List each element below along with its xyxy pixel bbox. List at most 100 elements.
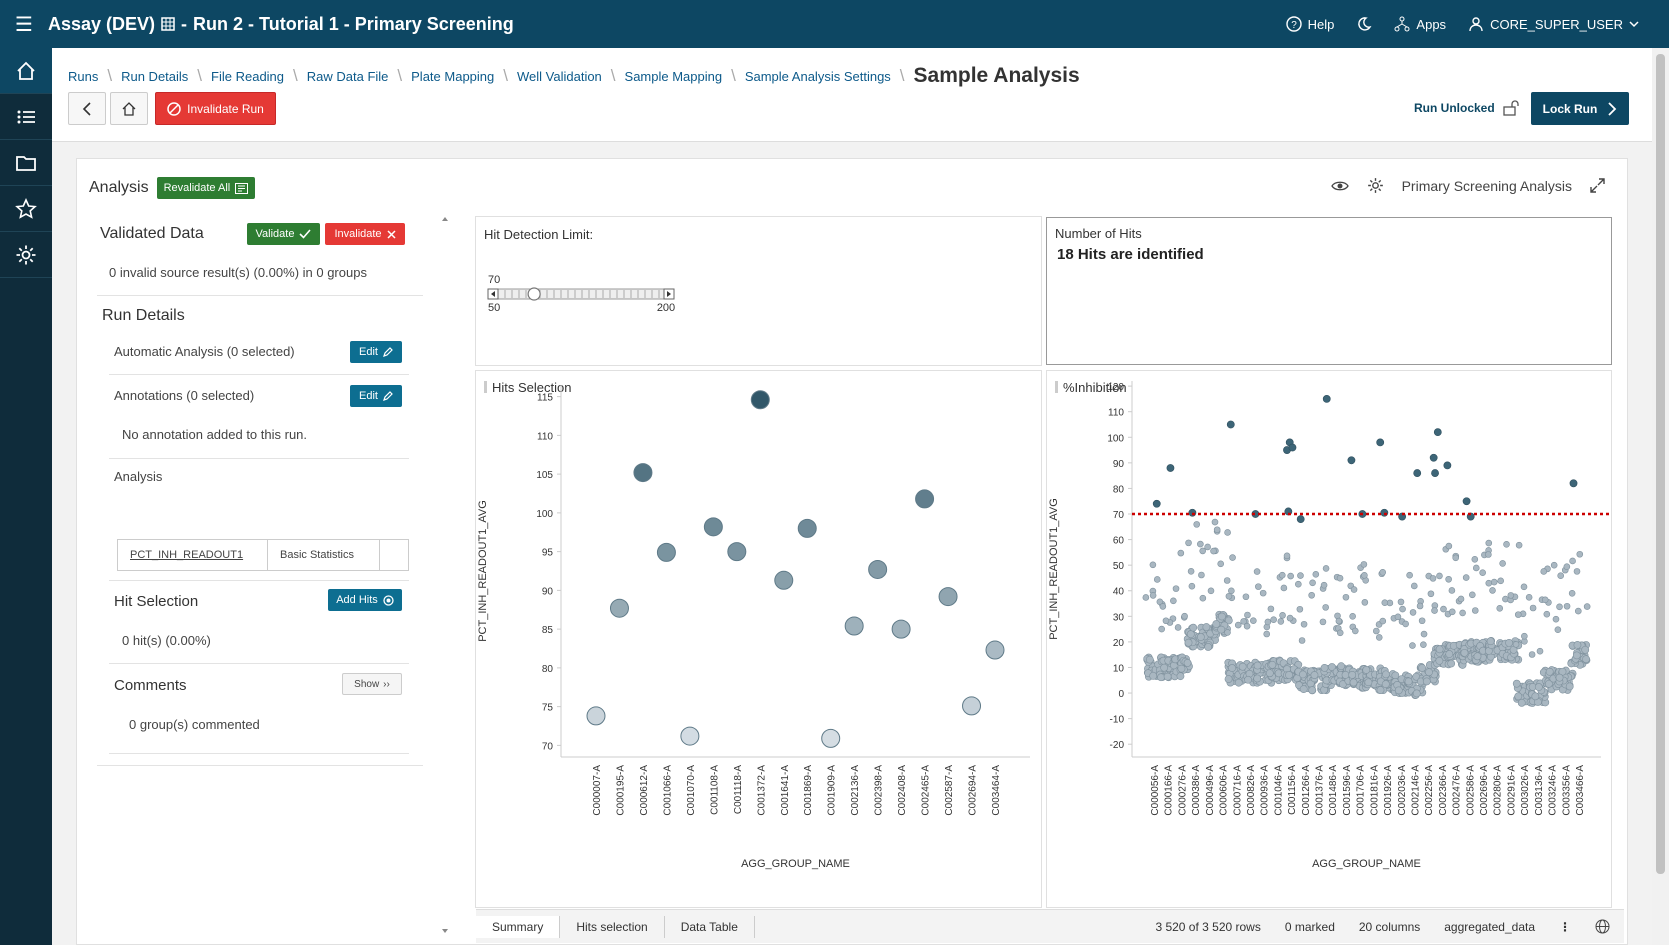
hits-selection-chart[interactable]: Hits Selection 70 75 80 85 90 95 100 105 110 115 C0… bbox=[476, 371, 1043, 909]
hit-point bbox=[1322, 395, 1331, 403]
add-hits-button[interactable]: Add Hits bbox=[328, 589, 402, 611]
hit-point bbox=[1376, 438, 1385, 447]
data-point bbox=[1581, 645, 1590, 654]
tab-summary[interactable]: Summary bbox=[476, 915, 561, 938]
x-tick-label: C001376-A bbox=[1315, 765, 1326, 816]
breadcrumb-raw-data-file[interactable]: Raw Data File bbox=[306, 68, 389, 84]
dark-mode-toggle[interactable] bbox=[1356, 16, 1372, 32]
data-point bbox=[821, 728, 841, 748]
data-point bbox=[1399, 605, 1406, 613]
app-title-run: Run 2 - Tutorial 1 - Primary Screening bbox=[193, 13, 514, 34]
bottom-bar: Summary Hits selection Data Table 3 520 … bbox=[476, 909, 1624, 943]
help-label: Help bbox=[1307, 16, 1335, 32]
nav-home[interactable] bbox=[0, 48, 52, 94]
data-point bbox=[1471, 607, 1479, 614]
breadcrumb-sample-mapping[interactable]: Sample Mapping bbox=[624, 68, 723, 84]
data-point bbox=[1534, 683, 1543, 691]
back-button[interactable] bbox=[68, 92, 106, 125]
data-point bbox=[1543, 610, 1551, 618]
data-point bbox=[1409, 609, 1417, 616]
eye-icon[interactable] bbox=[1330, 179, 1349, 193]
hit-point bbox=[1296, 515, 1305, 524]
data-point bbox=[1242, 593, 1250, 601]
x-tick-label: C000612-A bbox=[639, 765, 650, 816]
edit-automatic-analysis-button[interactable]: Edit bbox=[350, 341, 402, 363]
data-point bbox=[1279, 612, 1286, 619]
data-point bbox=[1583, 603, 1591, 610]
data-point bbox=[1259, 589, 1267, 597]
apps-link[interactable]: Apps bbox=[1394, 16, 1446, 32]
grid-icon[interactable] bbox=[161, 17, 175, 31]
data-point bbox=[1297, 572, 1304, 579]
analysis-label: Analysis bbox=[114, 469, 163, 484]
inhibition-chart[interactable]: %Inhibition -20 -10 0 10 20 30 40 50 60 70 80 90 100 1… bbox=[1047, 371, 1613, 909]
hamburger-menu-icon[interactable]: ☰ bbox=[15, 13, 33, 36]
data-point bbox=[1342, 593, 1350, 601]
invalidate-button[interactable]: Invalidate bbox=[325, 223, 405, 245]
ban-icon bbox=[167, 101, 181, 116]
invalidate-label: Invalidate bbox=[334, 228, 382, 240]
nav-list[interactable] bbox=[0, 94, 52, 140]
breadcrumb-sample-analysis-settings[interactable]: Sample Analysis Settings bbox=[744, 68, 891, 84]
analysis-readout-cell[interactable]: PCT_INH_READOUT1 bbox=[118, 540, 268, 570]
data-point bbox=[1375, 634, 1383, 641]
page-scrollbar-thumb[interactable] bbox=[1656, 54, 1665, 874]
analysis-table: PCT_INH_READOUT1 Basic Statistics bbox=[117, 539, 409, 571]
home-button[interactable] bbox=[110, 92, 148, 125]
hit-detection-label: Hit Detection Limit: bbox=[484, 227, 594, 242]
show-comments-button[interactable]: Show ›› bbox=[342, 673, 402, 695]
checklist-icon bbox=[235, 182, 249, 194]
breadcrumb-well-validation[interactable]: Well Validation bbox=[517, 68, 602, 84]
scroll-down-arrow-icon[interactable] bbox=[440, 927, 450, 935]
page-scrollbar[interactable] bbox=[1652, 48, 1669, 945]
breadcrumb-plate-mapping[interactable]: Plate Mapping bbox=[411, 68, 495, 84]
invalidate-run-button[interactable]: Invalidate Run bbox=[155, 92, 276, 125]
edit-annotations-button[interactable]: Edit bbox=[350, 385, 402, 407]
x-tick-label: C002366-A bbox=[1438, 765, 1449, 816]
slider-track bbox=[487, 288, 675, 300]
nav-folder[interactable] bbox=[0, 140, 52, 186]
breadcrumb-runs[interactable]: Runs bbox=[68, 68, 99, 84]
user-menu[interactable]: CORE_SUPER_USER bbox=[1468, 16, 1639, 32]
breadcrumb-file-reading[interactable]: File Reading bbox=[211, 68, 285, 84]
scroll-up-arrow-icon[interactable] bbox=[440, 215, 450, 223]
nav-settings[interactable] bbox=[0, 232, 52, 278]
home-icon bbox=[17, 61, 35, 80]
analysis-tools: Primary Screening Analysis bbox=[1330, 177, 1605, 194]
nav-favorites[interactable] bbox=[0, 186, 52, 232]
tab-data-table[interactable]: Data Table bbox=[665, 915, 755, 938]
data-point bbox=[1462, 574, 1470, 581]
data-point bbox=[1174, 624, 1182, 631]
data-point bbox=[586, 706, 606, 726]
lock-run-button[interactable]: Lock Run bbox=[1531, 92, 1629, 125]
y-tick-label: -20 bbox=[1110, 740, 1125, 751]
x-tick-label: C002694-A bbox=[968, 765, 979, 816]
validate-button[interactable]: Validate bbox=[247, 223, 320, 245]
revalidate-all-button[interactable]: Revalidate All bbox=[156, 177, 256, 199]
breadcrumb-run-details[interactable]: Run Details bbox=[121, 68, 189, 84]
data-point bbox=[1263, 630, 1271, 638]
number-of-hits-panel: Number of Hits 18 Hits are identified bbox=[1046, 217, 1612, 365]
divider bbox=[109, 458, 409, 459]
slider-handle[interactable] bbox=[527, 287, 541, 301]
data-point bbox=[1199, 547, 1206, 555]
data-point bbox=[1234, 678, 1243, 687]
x-tick-label: C000195-A bbox=[615, 765, 626, 816]
x-tick-label: C002916-A bbox=[1506, 765, 1517, 816]
data-point bbox=[1412, 689, 1421, 698]
data-point bbox=[1364, 678, 1373, 687]
tab-hits-selection[interactable]: Hits selection bbox=[560, 915, 665, 938]
settings-icon[interactable] bbox=[1367, 177, 1384, 194]
data-point bbox=[1554, 626, 1562, 634]
more-options-icon[interactable]: ⋮ bbox=[1559, 919, 1571, 934]
x-tick-label: C003026-A bbox=[1520, 765, 1531, 816]
y-tick-label: 10 bbox=[1113, 663, 1125, 674]
y-tick-label: 95 bbox=[542, 548, 554, 559]
y-tick-label: 0 bbox=[1118, 689, 1124, 700]
help-link[interactable]: ? Help bbox=[1285, 16, 1335, 32]
analysis-header: Analysis Revalidate All bbox=[89, 177, 256, 199]
left-panel-scrollbar[interactable] bbox=[440, 215, 450, 935]
globe-icon[interactable] bbox=[1595, 919, 1610, 934]
expand-icon[interactable] bbox=[1590, 178, 1605, 193]
